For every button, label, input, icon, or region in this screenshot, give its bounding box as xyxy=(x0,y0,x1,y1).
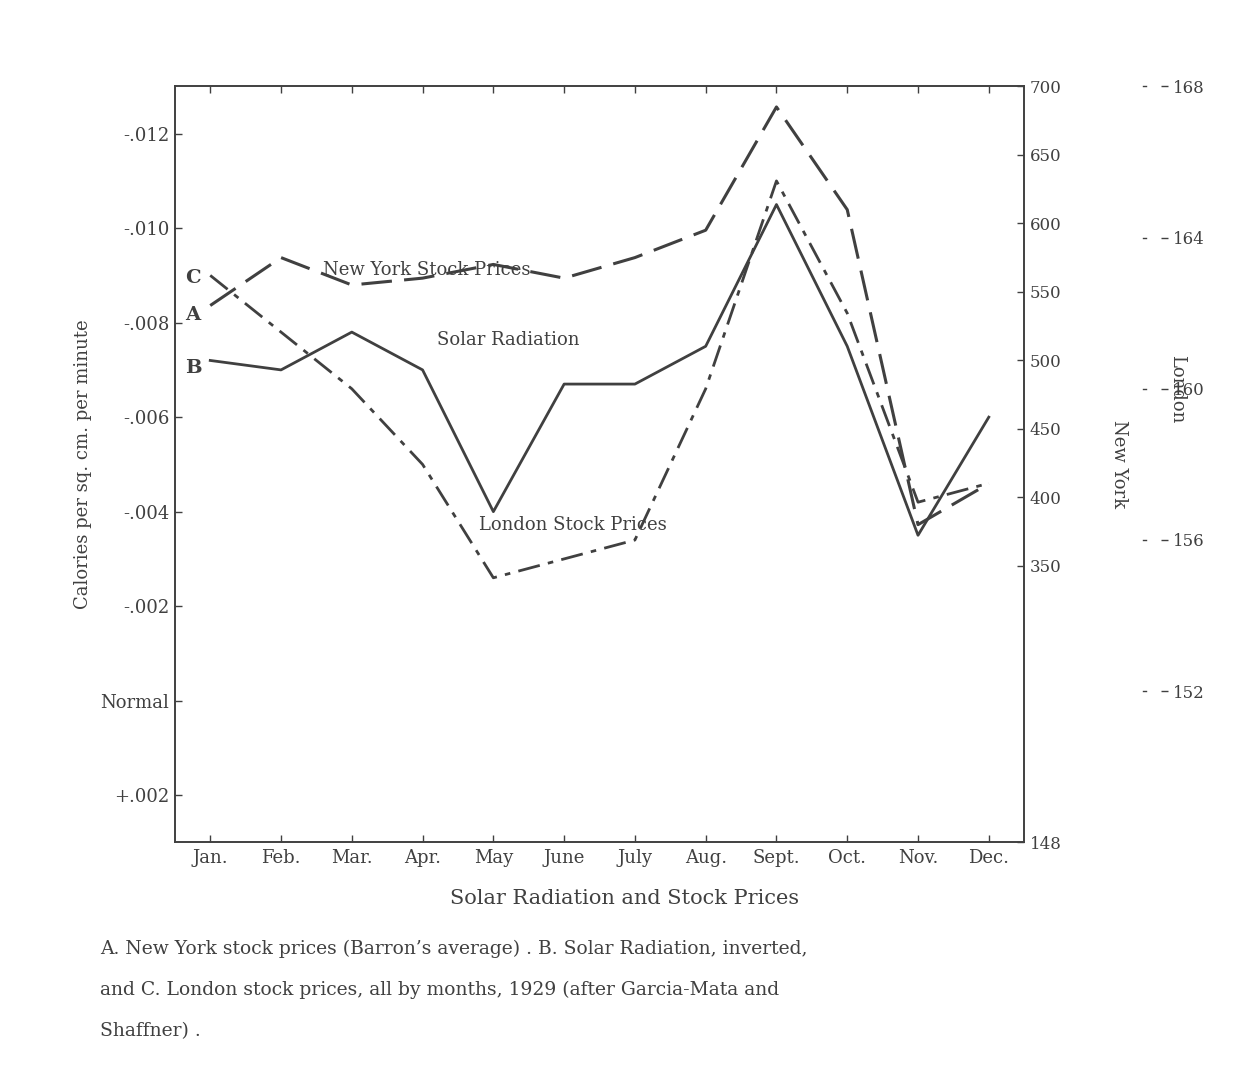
Text: B: B xyxy=(185,359,202,377)
Text: Solar Radiation: Solar Radiation xyxy=(437,330,580,349)
Text: Shaffner) .: Shaffner) . xyxy=(100,1022,201,1040)
Text: C: C xyxy=(185,269,201,287)
Text: London Stock Prices: London Stock Prices xyxy=(480,516,667,535)
Text: Solar Radiation and Stock Prices: Solar Radiation and Stock Prices xyxy=(450,889,799,908)
Text: A. New York stock prices (Barron’s average) . B. Solar Radiation, inverted,: A. New York stock prices (Barron’s avera… xyxy=(100,940,807,958)
Text: and C. London stock prices, all by months, 1929 (after Garcia-Mata and: and C. London stock prices, all by month… xyxy=(100,981,779,999)
Y-axis label: New York: New York xyxy=(1110,420,1128,509)
Text: London: London xyxy=(1168,354,1185,423)
Text: A: A xyxy=(185,306,201,324)
Y-axis label: Calories per sq. cm. per minute: Calories per sq. cm. per minute xyxy=(74,320,92,609)
Text: New York Stock Prices: New York Stock Prices xyxy=(323,261,531,279)
